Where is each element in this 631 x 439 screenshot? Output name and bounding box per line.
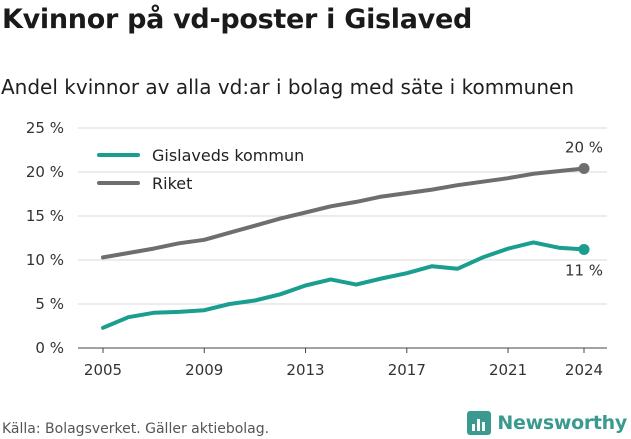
end-value-label: 20 % xyxy=(565,138,603,156)
chart-title: Kvinnor på vd-poster i Gislaved xyxy=(2,4,473,35)
x-tick-label: 2009 xyxy=(185,361,223,379)
end-point xyxy=(578,162,590,174)
source-note: Källa: Bolagsverket. Gäller aktiebolag. xyxy=(2,421,270,437)
legend-label: Riket xyxy=(152,174,192,193)
series-line-riket xyxy=(101,166,586,260)
newsworthy-logo-icon xyxy=(467,411,492,435)
chart-subtitle: Andel kvinnor av alla vd:ar i bolag med … xyxy=(1,75,574,99)
legend-label: Gislaveds kommun xyxy=(152,146,304,165)
y-tick-label: 10 % xyxy=(26,251,64,269)
y-tick-label: 25 % xyxy=(26,119,64,137)
brand-name: Newsworthy xyxy=(497,412,627,434)
x-tick-label: 2017 xyxy=(388,361,426,379)
y-tick-label: 20 % xyxy=(26,163,64,181)
series-line-gislaved xyxy=(101,240,586,330)
brand: Newsworthy xyxy=(467,411,627,435)
x-tick-label: 2021 xyxy=(489,361,527,379)
end-point xyxy=(578,243,590,255)
y-tick-label: 5 % xyxy=(35,295,64,313)
line-chart: 0 % 5 % 10 % 15 % 20 % 25 % 2005 2009 2013 2017 20… xyxy=(26,119,607,379)
y-tick-label: 15 % xyxy=(26,207,64,225)
x-tick-label: 2024 xyxy=(565,361,603,379)
x-tick-label: 2005 xyxy=(84,361,122,379)
y-tick-label: 0 % xyxy=(35,339,64,357)
end-value-label: 11 % xyxy=(565,261,603,279)
x-tick-label: 2013 xyxy=(286,361,324,379)
